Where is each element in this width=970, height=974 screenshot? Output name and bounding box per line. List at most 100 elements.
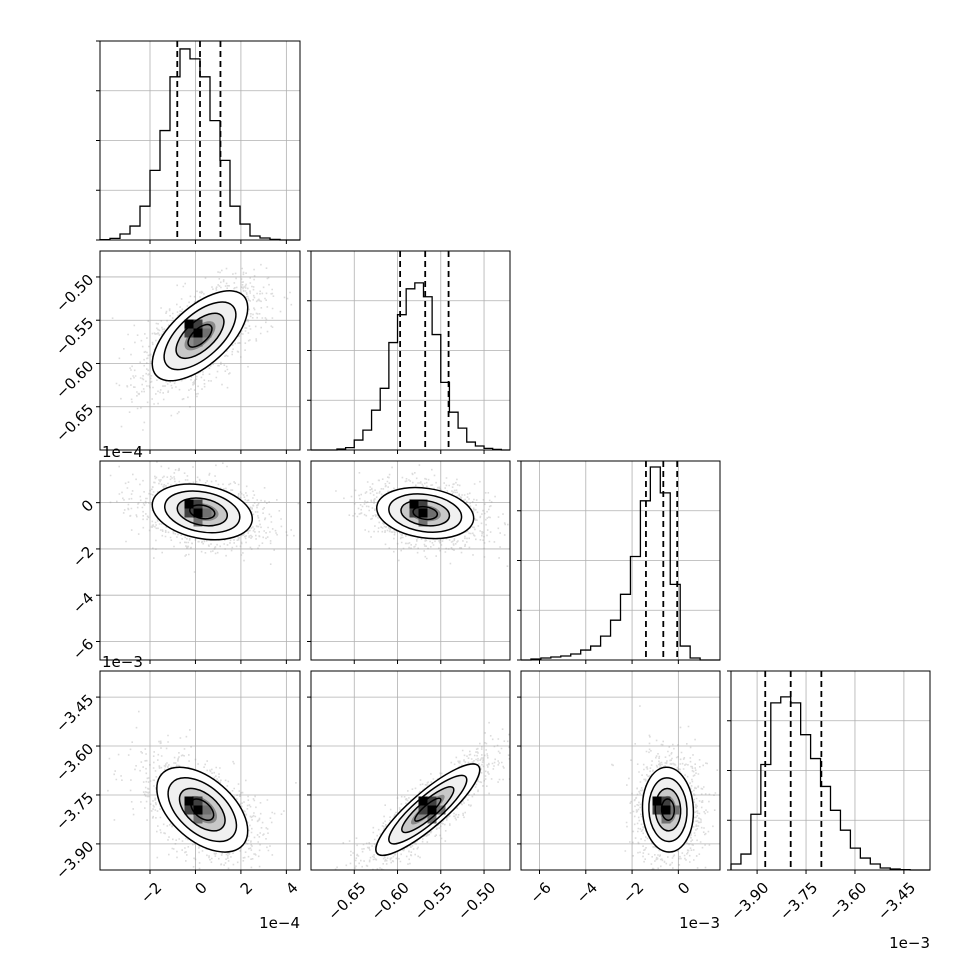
density-core-cell [418, 517, 428, 527]
hist-panel-frame [99, 40, 301, 241]
density-core-cell [193, 796, 203, 806]
hist-panel-0 [96, 40, 301, 244]
density-core-cell [427, 508, 437, 518]
density-core-cell [193, 508, 203, 518]
density-core-cell [193, 517, 203, 527]
x-tick-label: −0.55 [411, 879, 456, 924]
y-tick-label: −6 [69, 635, 97, 663]
y-tick-label: −3.60 [52, 740, 97, 785]
x-tick-label: 0 [191, 879, 210, 898]
density-core-cell [193, 805, 203, 815]
hist-panel-frame [310, 250, 511, 451]
density-core-cell [661, 796, 671, 806]
contour-line [641, 766, 695, 853]
pair-panel-1-2 [307, 460, 511, 664]
density-core-cell [418, 508, 428, 518]
x-tick-label: −0.60 [368, 879, 413, 924]
y-tick-label: −2 [69, 543, 97, 571]
offset-text-x: 1e−3 [889, 934, 930, 952]
hist-panel-2 [517, 460, 721, 664]
scatter-points [107, 710, 297, 870]
y-tick-label: −0.65 [52, 400, 97, 445]
density-core-cell [202, 328, 212, 338]
contour-line [388, 493, 463, 533]
density-core-cell [418, 499, 428, 509]
contour-line [151, 483, 254, 541]
pair-panel-1-3 [307, 670, 511, 874]
contour-line [176, 497, 229, 527]
pair-panel-content [100, 251, 300, 450]
density-core-cell [661, 805, 671, 815]
pair-panel-frame [99, 460, 301, 661]
contour-line [163, 301, 237, 371]
y-tick-label: −4 [69, 589, 97, 617]
pair-panel-frame [520, 670, 721, 871]
density-core-cell [202, 805, 212, 815]
x-tick-label: −3.45 [874, 879, 919, 924]
density-core-cell [652, 796, 662, 806]
density-core-cell [418, 796, 428, 806]
y-tick-label: −0.55 [52, 314, 97, 359]
x-tick-label: −2 [619, 879, 647, 907]
density-core-cell [652, 805, 662, 815]
x-tick-label: −0.50 [454, 879, 499, 924]
hist-panel-frame [730, 670, 931, 871]
contour-line [654, 787, 682, 832]
pair-panel-2-3 [517, 670, 721, 874]
pair-panel-frame [310, 670, 511, 871]
density-core-cell [418, 805, 428, 815]
pair-panel-content [311, 461, 510, 660]
pair-panel-content [311, 671, 510, 870]
contour-line [388, 774, 468, 845]
density-core-cell [193, 499, 203, 509]
contour-line [189, 504, 216, 520]
offset-text-y: 1e−3 [102, 653, 143, 671]
hist-step-line [521, 466, 720, 661]
contour-line [187, 323, 213, 348]
contour-line [400, 499, 451, 527]
y-tick-label: −3.45 [52, 691, 97, 736]
density-core-cell [193, 328, 203, 338]
contour-line [175, 312, 225, 360]
x-tick-label: −6 [526, 879, 554, 907]
y-tick-label: −0.50 [52, 271, 97, 316]
density-core-cell [184, 328, 194, 338]
offset-text-x: 1e−3 [679, 914, 720, 932]
x-tick-label: −2 [137, 879, 165, 907]
density-core-cell [193, 337, 203, 347]
density-core-cell [184, 508, 194, 518]
hist-step-line [99, 48, 300, 241]
offset-text-y: 1e−4 [102, 443, 143, 461]
hist-panel-frame [520, 460, 721, 661]
x-tick-label: −3.90 [727, 879, 772, 924]
x-tick-label: 0 [674, 879, 693, 898]
contour-line [151, 290, 249, 382]
scatter-points [335, 464, 509, 567]
pair-panel-frame [99, 670, 301, 871]
density-core-cell [193, 814, 203, 824]
pair-panel-content [100, 461, 300, 660]
contour-line [190, 798, 215, 821]
y-tick-label: −3.90 [52, 838, 97, 883]
contour-line [167, 777, 238, 843]
contour-line [648, 777, 688, 843]
pair-panel-content [521, 671, 720, 870]
x-tick-label: 4 [282, 879, 301, 898]
density-core-cell [193, 319, 203, 329]
density-core-cell [184, 499, 194, 509]
pair-panel-frame [99, 250, 301, 451]
contour-line [375, 763, 481, 857]
offset-text-x: 1e−4 [259, 914, 300, 932]
pair-panel-0-3 [96, 670, 301, 874]
contour-line [660, 798, 676, 821]
x-tick-label: −3.60 [825, 879, 870, 924]
contour-line [414, 797, 442, 822]
density-core-cell [427, 814, 437, 824]
contour-line [156, 766, 249, 853]
contour-line [412, 505, 439, 521]
y-tick-label: −3.75 [52, 789, 97, 834]
x-tick-label: −4 [573, 879, 601, 907]
density-core-cell [202, 508, 212, 518]
hist-panel-3 [727, 670, 931, 874]
